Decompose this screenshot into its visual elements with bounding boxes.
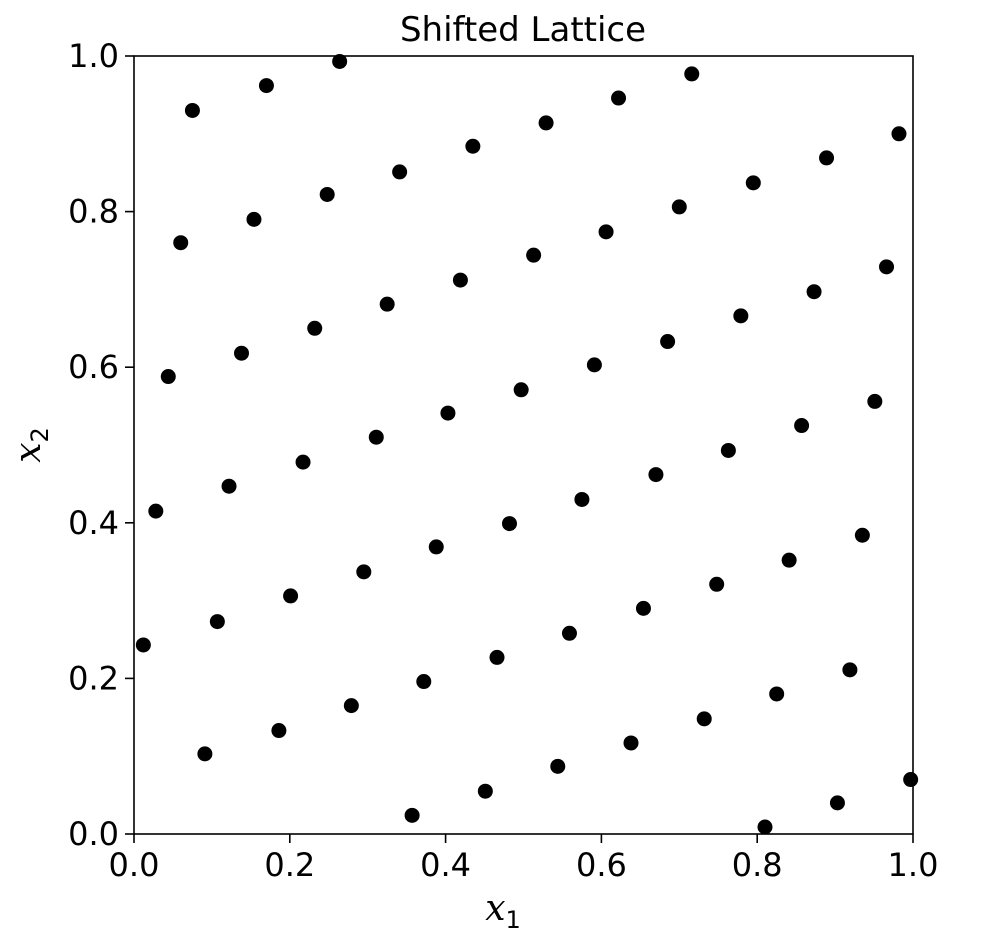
data-point-19 (368, 429, 384, 445)
data-point-39 (611, 90, 627, 106)
data-point-14 (307, 320, 323, 336)
data-point-4 (184, 102, 200, 118)
data-point-63 (903, 772, 919, 788)
y-axis-label-subscript: 2 (26, 427, 54, 442)
y-axis-label: x2 (8, 427, 54, 463)
data-point-36 (574, 491, 590, 507)
data-point-43 (660, 334, 676, 350)
data-point-2 (160, 369, 176, 385)
x-axis-label: x1 (485, 888, 521, 934)
y-tick-label-2: 0.4 (68, 504, 119, 542)
data-point-6 (209, 614, 225, 630)
data-point-27 (465, 138, 481, 154)
data-point-9 (246, 211, 262, 227)
data-point-56 (819, 150, 835, 166)
x-axis-label-main: x (485, 888, 505, 929)
data-point-1 (148, 503, 164, 519)
data-point-40 (623, 735, 639, 751)
y-axis-ticks: 0.0 0.2 0.4 0.6 0.8 1.0 (68, 37, 134, 853)
data-point-52 (769, 686, 785, 702)
data-point-59 (854, 527, 870, 543)
data-point-46 (696, 711, 712, 727)
data-point-53 (781, 552, 797, 568)
data-point-18 (356, 564, 372, 580)
data-point-44 (671, 199, 687, 215)
x-tick-label-5: 1.0 (888, 846, 939, 884)
data-point-3 (173, 235, 189, 251)
y-tick-label-1: 0.2 (68, 659, 119, 697)
data-point-42 (648, 467, 664, 483)
data-point-38 (598, 224, 614, 240)
data-point-5 (197, 746, 213, 762)
data-point-54 (794, 418, 810, 434)
x-tick-label-3: 0.6 (576, 846, 627, 884)
data-point-24 (428, 539, 444, 555)
data-point-0 (135, 637, 151, 653)
x-axis-label-subscript: 1 (506, 906, 521, 934)
data-point-47 (709, 576, 725, 592)
y-axis-label-main: x (8, 442, 49, 462)
chart-title: Shifted Lattice (400, 10, 646, 50)
data-point-21 (392, 164, 408, 180)
plot-frame (133, 55, 914, 835)
x-tick-label-1: 0.2 (264, 846, 315, 884)
data-point-23 (416, 674, 432, 690)
data-point-17 (343, 698, 359, 714)
y-tick-label-5: 1.0 (68, 37, 119, 75)
data-point-11 (271, 723, 287, 739)
data-point-30 (501, 516, 517, 532)
data-point-7 (221, 478, 237, 494)
data-point-8 (234, 345, 250, 361)
data-point-61 (879, 259, 895, 275)
points-layer (135, 53, 919, 835)
data-point-41 (635, 600, 651, 616)
data-point-15 (319, 186, 335, 202)
data-point-16 (332, 53, 348, 69)
data-point-62 (891, 126, 907, 142)
data-point-34 (550, 758, 566, 774)
data-point-57 (829, 795, 845, 811)
data-point-12 (283, 588, 299, 604)
data-point-10 (258, 78, 274, 94)
data-point-20 (379, 296, 395, 312)
data-point-29 (489, 649, 505, 665)
x-tick-label-0: 0.0 (109, 846, 160, 884)
data-point-22 (404, 807, 420, 823)
x-tick-label-4: 0.8 (732, 846, 783, 884)
data-point-33 (538, 115, 554, 131)
y-tick-label-0: 0.0 (68, 815, 119, 853)
y-tick-label-3: 0.6 (68, 348, 119, 386)
data-point-26 (452, 272, 468, 288)
data-point-31 (513, 382, 529, 398)
y-tick-label-4: 0.8 (68, 193, 119, 231)
data-point-50 (745, 175, 761, 191)
data-point-35 (561, 625, 577, 641)
data-point-51 (757, 819, 773, 835)
data-point-60 (867, 393, 883, 409)
data-point-58 (842, 662, 858, 678)
data-point-45 (684, 66, 700, 82)
data-point-55 (806, 284, 822, 300)
data-point-48 (720, 442, 736, 458)
data-point-25 (440, 405, 456, 421)
data-point-49 (733, 308, 749, 324)
data-point-28 (477, 783, 493, 799)
x-tick-label-2: 0.4 (420, 846, 471, 884)
data-point-13 (295, 454, 311, 470)
data-point-37 (586, 357, 602, 373)
x-axis-ticks: 0.0 0.2 0.4 0.6 0.8 1.0 (109, 834, 939, 884)
data-point-32 (526, 247, 542, 263)
